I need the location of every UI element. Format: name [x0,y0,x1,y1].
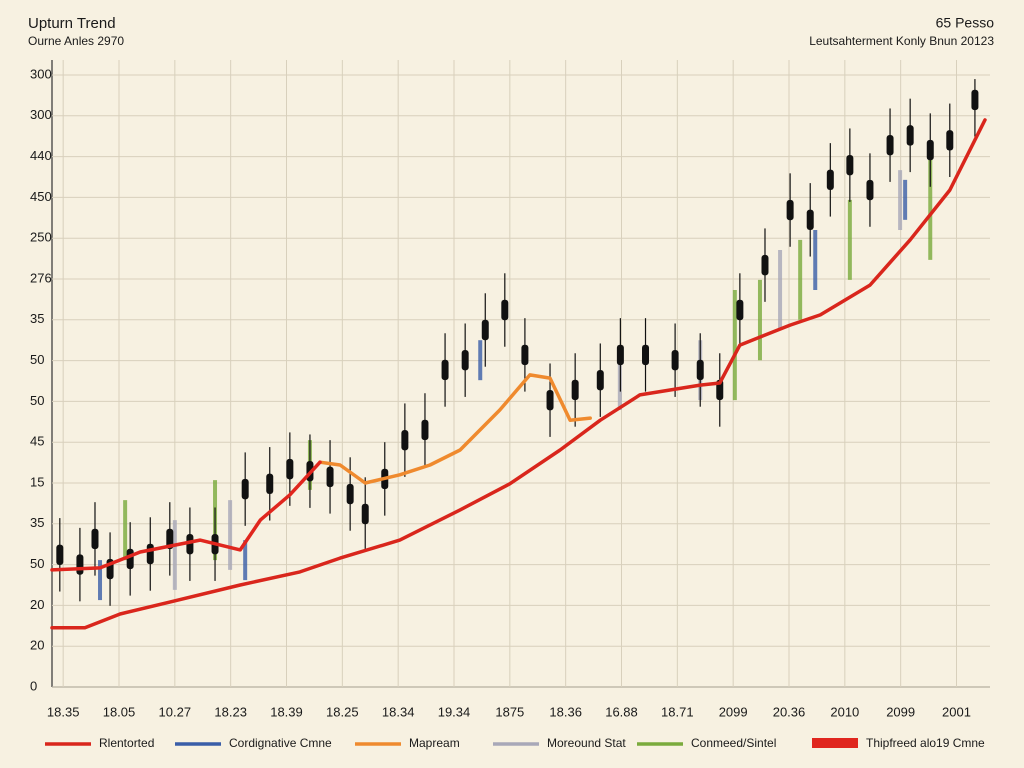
chart-subtitle: Ourne Anles 2970 [28,34,124,48]
legend-label: Thipfreed alo19 Cmne [866,736,985,750]
y-tick-label: 50 [30,352,44,367]
annotation: Leutsahterment Konly Bnun 20123 [809,34,994,48]
y-tick-label: 440 [30,148,52,163]
candle-body [671,349,679,371]
y-tick-label: 300 [30,66,52,81]
candle-body [186,534,194,555]
candle-body [736,299,744,321]
x-tick-label: 18.35 [47,704,80,719]
legend-label: Mapream [409,736,460,750]
candle-body [401,429,409,451]
candle-body [846,154,854,176]
annotation: 65 Pesso [936,15,995,31]
y-tick-label: 50 [30,556,44,571]
y-tick-label: 35 [30,515,44,530]
y-tick-label: 450 [30,189,52,204]
candle-body [906,125,914,146]
candle-body [866,179,874,201]
candle-body [241,478,249,500]
y-tick-label: 0 [30,678,37,693]
candle-body [326,466,334,488]
x-tick-label: 18.36 [549,704,582,719]
candle-body [361,503,369,525]
candle-body [56,544,64,566]
line [318,373,592,485]
x-tick-label: 18.39 [270,704,303,719]
candle-body [886,134,894,156]
candle-body [946,130,954,151]
x-tick-label: 18.23 [214,704,247,719]
candle-body [571,379,579,401]
legend-swatch [812,738,858,748]
y-tick-label: 276 [30,270,52,285]
y-tick-label: 20 [30,597,44,612]
candle-body [642,344,650,366]
candle-body [286,458,294,480]
candle-body [971,89,979,111]
candle-body [76,554,84,575]
candle-body [126,548,134,570]
candle-body [521,344,529,366]
candle-body [696,359,704,381]
candle-body [786,199,794,221]
legend-label: Rlentorted [99,736,154,750]
y-tick-label: 45 [30,434,44,449]
candle-body [481,319,489,341]
legend-label: Moreound Stat [547,736,626,750]
candle-body [421,419,429,441]
candle-body [461,349,469,371]
candle-body [806,209,814,231]
candle-body [546,389,554,411]
y-tick-label: 50 [30,393,44,408]
x-tick-label: 2010 [830,704,859,719]
legend-label: Conmeed/Sintel [691,736,776,750]
candle-body [346,483,354,505]
candle-body [146,543,154,565]
x-tick-label: 20.36 [773,704,806,719]
x-tick-label: 2099 [719,704,748,719]
y-tick-label: 35 [30,311,44,326]
x-tick-label: 16.88 [605,704,638,719]
x-tick-label: 18.25 [326,704,359,719]
candle-body [616,344,624,366]
chart-title: Upturn Trend [28,15,116,32]
candle-body [596,369,604,391]
candle-body [826,169,834,191]
x-tick-label: 2099 [886,704,915,719]
y-tick-label: 20 [30,638,44,653]
x-tick-label: 18.71 [661,704,694,719]
y-tick-label: 15 [30,474,44,489]
x-tick-label: 2001 [942,704,971,719]
candle-body [441,359,449,381]
candle-body [926,139,934,161]
candle-body [266,473,274,495]
candle-body [91,528,99,550]
x-tick-label: 10.27 [159,704,192,719]
line [50,118,987,630]
candle-body [501,299,509,321]
line [50,460,322,572]
x-tick-label: 18.34 [382,704,415,719]
legend-label: Cordignative Cmne [229,736,332,750]
x-tick-label: 19.34 [438,704,471,719]
x-tick-label: 1875 [495,704,524,719]
x-tick-label: 18.05 [103,704,136,719]
candle-body [761,254,769,276]
y-tick-label: 300 [30,107,52,122]
y-tick-label: 250 [30,230,52,245]
